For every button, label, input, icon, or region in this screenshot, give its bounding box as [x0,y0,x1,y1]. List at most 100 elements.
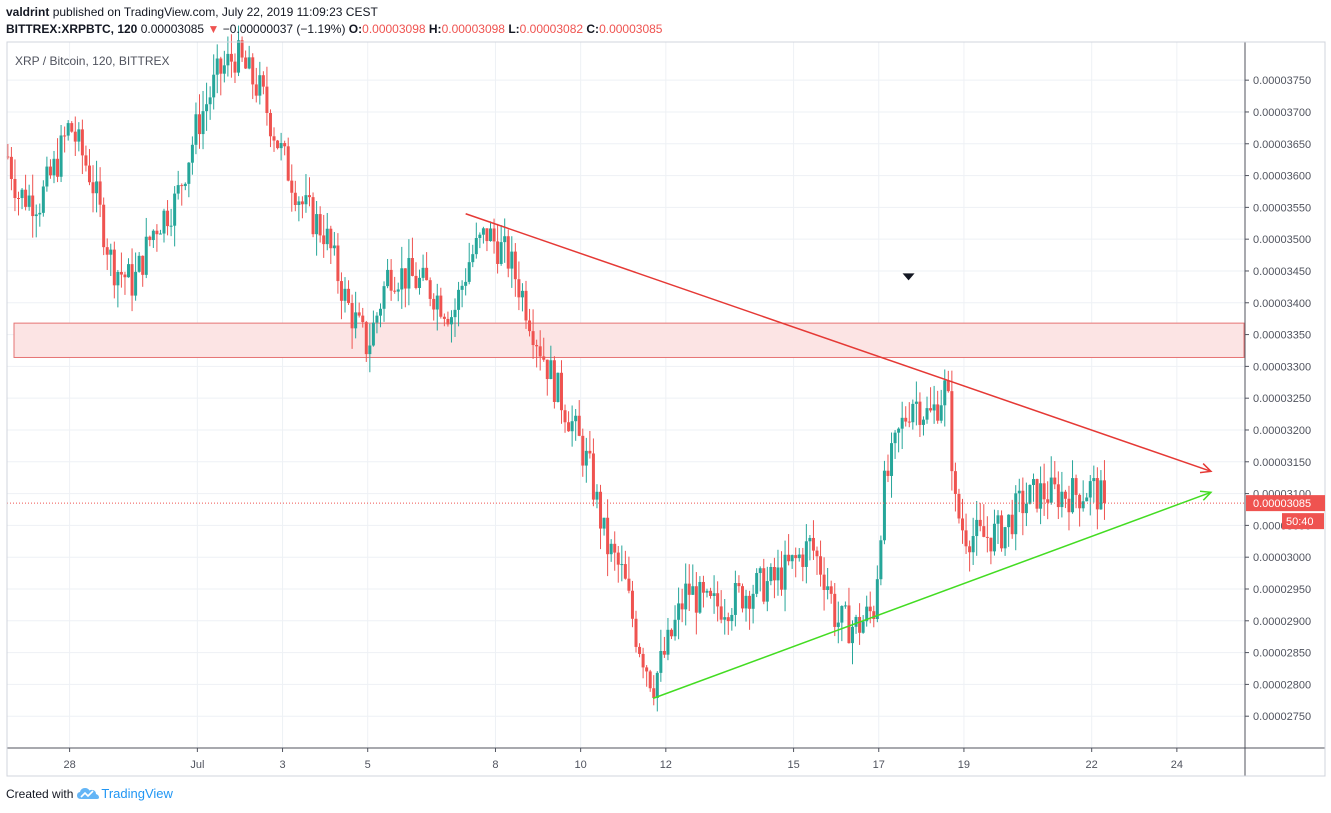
candle-down [1000,515,1004,549]
candle-down [787,554,791,562]
candle-down [1042,483,1046,500]
last-price-tag [1246,495,1325,512]
candle-up [52,158,56,176]
close-label: C: [586,22,600,36]
candle-down [347,288,351,304]
candle-down [329,228,333,249]
candle-down [410,258,414,276]
price-tick-label: 0.00002800 [1253,679,1311,691]
candle-down [538,346,542,357]
candle-down [9,156,13,179]
candle-down [336,245,340,282]
candle-down [219,58,223,74]
candle-down [968,546,972,553]
tradingview-brand[interactable]: TradingView [101,786,173,801]
candle-up [882,470,886,541]
price-tick-label: 0.00002950 [1253,584,1311,596]
price-tick-label: 0.00003250 [1253,393,1311,405]
price-axis[interactable]: 0.00002750 0.00002800 0.00002850 0.00002900… [1245,75,1311,723]
time-tick-label: Jul [190,759,204,771]
author-name[interactable]: valdrint [6,5,50,19]
candle-down [322,235,326,245]
candle-down [428,280,432,299]
candle-down [847,605,851,644]
close-value: 0.00003085 [599,22,663,36]
candle-down [63,135,67,137]
candle-up [77,129,81,142]
candle-up [435,295,439,310]
candle-down [829,586,833,594]
candle-up [464,281,468,286]
candle-down [276,140,280,149]
candle-up [421,267,425,278]
candle-up [127,264,131,278]
candle-up [765,581,769,602]
price-tick-label: 0.00003300 [1253,361,1311,373]
candle-up [215,58,219,75]
candle-down [272,136,276,141]
low-value: 0.00003082 [519,22,584,36]
price-tick-label: 0.00002850 [1253,648,1311,660]
candle-down [98,181,102,205]
time-tick-label: 28 [63,759,75,771]
candle-up [911,403,915,423]
price-tick-label: 0.00003650 [1253,139,1311,151]
trendlines[interactable] [465,213,1213,700]
candle-down [989,537,993,552]
candle-up [187,162,191,184]
candle-down [904,417,908,422]
candle-down [141,255,145,275]
candle-up [343,288,347,301]
candle-down [432,298,436,310]
candle-up [1024,503,1028,514]
candle-up [556,372,560,402]
candle-down [687,583,691,595]
candle-up [1085,497,1089,502]
candle-up [783,554,787,590]
candle-down [446,318,450,325]
candle-down [48,166,52,176]
candle-down [868,606,872,612]
price-tick-label: 0.00003150 [1253,457,1311,469]
candle-down [229,53,233,62]
price-tick-label: 0.00003400 [1253,298,1311,310]
candle-up [744,595,748,609]
candle-down [872,611,876,619]
candle-down [630,590,634,619]
candle-down [91,182,95,194]
candle-down [641,653,645,668]
price-tick-label: 0.00003600 [1253,171,1311,183]
candle-down [709,590,713,596]
trendline[interactable] [465,213,1212,473]
candle-up [730,614,734,622]
candle-down [251,57,255,85]
candle-up [1003,527,1007,549]
candle-down [425,267,429,281]
support-zone[interactable] [13,322,1245,358]
candle-down [485,228,489,242]
candle-up [975,519,979,537]
support-zone-layer [13,322,1245,358]
candle-down [652,688,656,699]
trendline[interactable] [652,491,1212,700]
tradingview-cloud-icon [77,787,100,799]
candle-down [953,471,957,494]
candle-up [655,672,659,699]
candle-up [932,404,936,411]
candle-up [201,111,205,135]
candle-up [758,568,762,574]
candle-down [638,646,642,654]
candle-down [627,578,631,591]
candle-up [826,586,830,590]
candle-up [315,214,319,235]
candle-down [964,530,968,547]
candle-down [80,129,84,156]
price-tick-label: 0.00002750 [1253,711,1311,723]
candle-down [662,651,666,655]
candle-down [130,264,134,296]
time-tick-label: 24 [1171,759,1183,771]
candle-down [680,603,684,610]
time-axis[interactable]: 28 Jul 3 5 8 10 12 15 17 19 22 24 [63,748,1183,771]
candle-down [123,274,127,278]
